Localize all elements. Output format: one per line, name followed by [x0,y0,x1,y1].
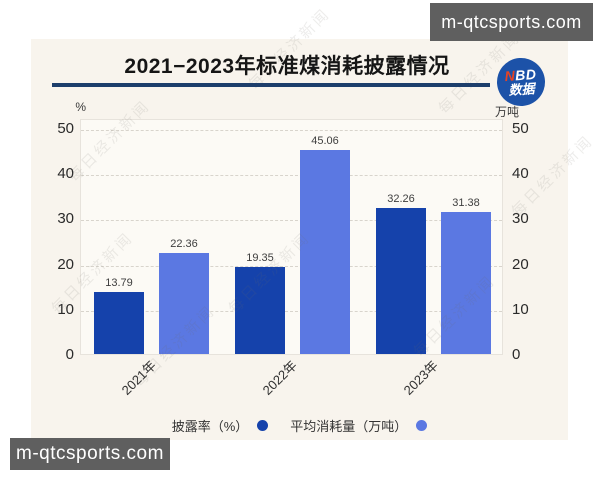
y-axis-tick-label-right: 0 [512,346,521,363]
site-watermark-top: m-qtcsports.com [430,3,593,41]
title-underline [52,83,490,87]
y-axis-tick-label-left: 50 [57,120,74,137]
y-axis-tick-label-right: 40 [512,165,529,183]
plot-area: 13.79 22.36 19.35 45.06 32.26 31.38 [80,119,503,355]
y-axis-tick-label-right: 10 [512,300,529,318]
legend-label: 平均消耗量（万吨） [290,419,408,434]
y-axis-tick-label-left: 40 [57,165,74,183]
y-axis-tick-label-right: 30 [512,210,529,228]
legend-item: 平均消耗量（万吨） [290,416,428,435]
bar [94,291,144,354]
nbd-logo-subtext: 数据 [507,80,535,98]
bar-value-label: 13.79 [105,276,133,289]
bar-value-label: 31.38 [452,197,480,210]
y-axis-tick-label-right: 50 [512,120,529,137]
right-axis-unit-label: 万吨 [495,105,520,119]
legend: 披露率（%） 平均消耗量（万吨） [31,416,568,435]
bar-value-label: 22.36 [170,237,198,250]
gridline [81,265,502,267]
left-axis-unit-label: % [75,100,86,114]
y-axis-tick-label-left: 10 [57,300,74,318]
bar-value-label: 45.06 [311,135,339,148]
legend-color-dot [257,420,269,431]
y-axis-tick-label-left: 20 [57,255,74,273]
y-axis-tick-label-left: 30 [57,210,74,228]
y-axis-tick-label-left: 0 [65,346,74,363]
legend-item: 披露率（%） [172,416,269,435]
y-axis-tick-label-right: 20 [512,255,529,273]
gridline [81,310,502,312]
bar [159,252,209,354]
legend-label: 披露率（%） [171,419,249,434]
chart-title: 2021−2023年标准煤消耗披露情况 [124,55,450,78]
gridline [81,175,502,177]
site-watermark-bottom: m-qtcsports.com [10,438,170,470]
bar [235,266,285,354]
bar-value-label: 19.35 [246,251,274,264]
legend-color-dot [416,420,428,431]
gridline [81,130,502,131]
bar [300,150,350,354]
bar-value-label: 32.26 [387,193,415,206]
bar [376,208,426,354]
gridline [81,220,502,222]
bar [441,212,491,354]
